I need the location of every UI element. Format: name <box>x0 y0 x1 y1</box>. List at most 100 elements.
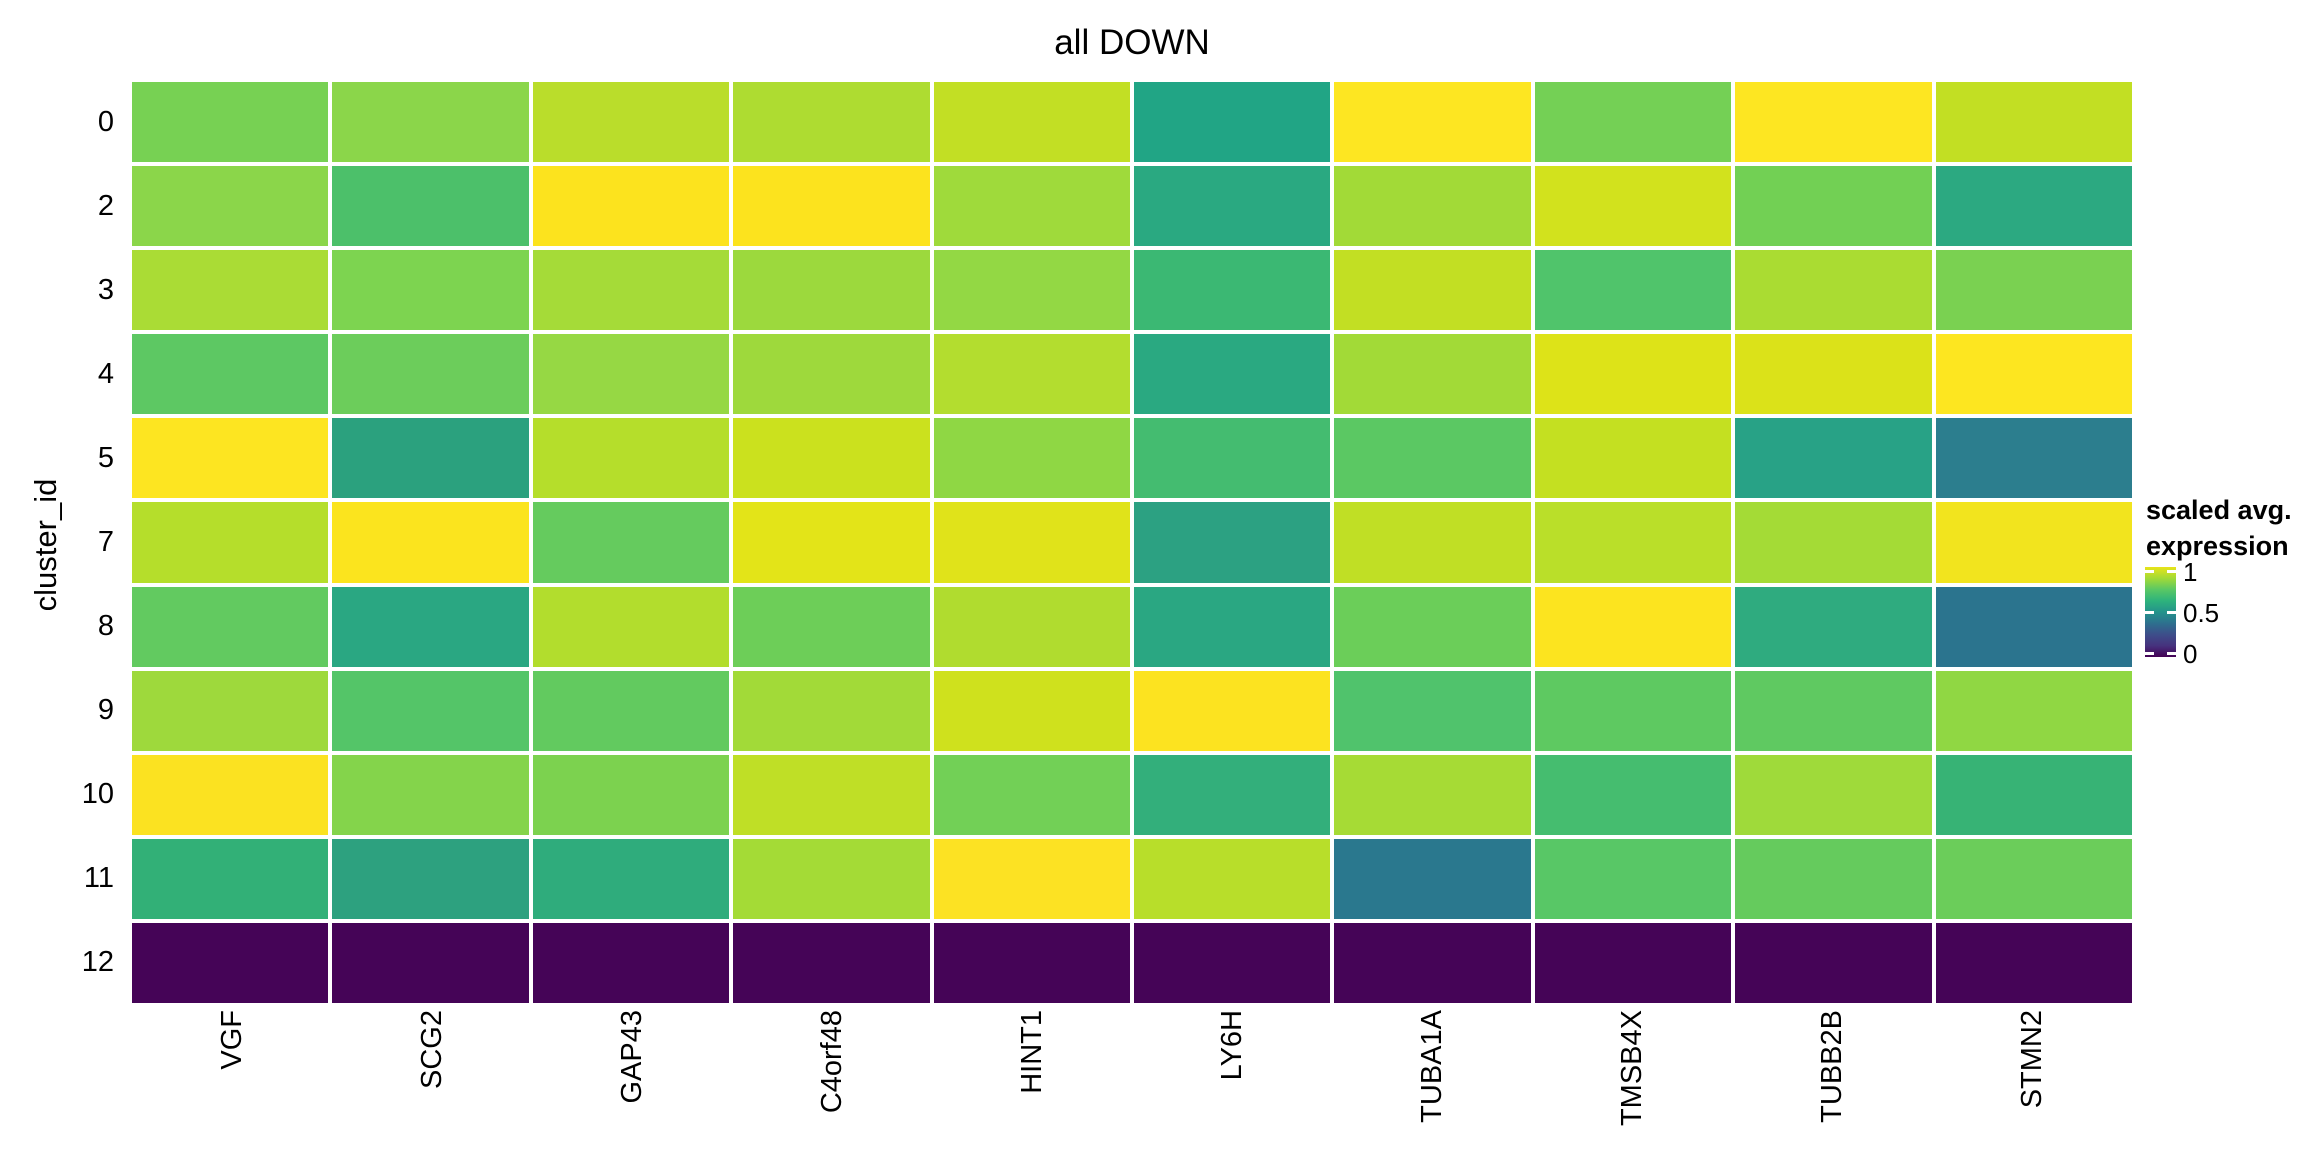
legend: scaled avg. expression 1 0.5 0 <box>2140 490 2304 690</box>
heatmap-cell <box>132 250 329 331</box>
heatmap-cell <box>1334 82 1531 163</box>
legend-title-line1: scaled avg. <box>2146 495 2292 525</box>
heatmap-cell <box>532 670 730 751</box>
heatmap-cell <box>1334 586 1531 667</box>
heatmap-cell <box>1133 418 1331 499</box>
heatmap-cell <box>1334 250 1531 331</box>
heatmap-cell <box>733 754 930 835</box>
heatmap-cell <box>532 838 730 919</box>
heatmap-cell <box>1735 838 1932 919</box>
heatmap-cell <box>933 586 1130 667</box>
heatmap-cell <box>733 922 930 1003</box>
legend-tick-label: 1 <box>2183 557 2198 587</box>
heatmap-cell <box>1334 754 1531 835</box>
heatmap-cell <box>1534 670 1732 751</box>
x-tick-label: GAP43 <box>616 1010 648 1104</box>
heatmap-cell <box>1334 166 1531 247</box>
heatmap-cell <box>1935 922 2132 1003</box>
heatmap-cell <box>1935 250 2132 331</box>
heatmap-cell <box>132 418 329 499</box>
heatmap-cell <box>1735 586 1932 667</box>
heatmap-cell <box>1133 670 1331 751</box>
heatmap-cell <box>332 586 529 667</box>
heatmap-cell <box>1133 754 1331 835</box>
heatmap-cell <box>532 502 730 583</box>
heatmap-cell <box>1935 166 2132 247</box>
heatmap-cell <box>933 502 1130 583</box>
heatmap-grid <box>132 82 2132 1003</box>
heatmap-cell <box>1534 754 1732 835</box>
heatmap-cell <box>933 250 1130 331</box>
heatmap-cell <box>1334 418 1531 499</box>
y-tick-label: 8 <box>97 610 114 643</box>
heatmap-cell <box>1133 166 1331 247</box>
heatmap-cell <box>1534 922 1732 1003</box>
heatmap-cell <box>933 334 1130 415</box>
heatmap-cell <box>1534 334 1732 415</box>
legend-title-line2: expression <box>2146 531 2289 561</box>
legend-tick-label: 0.5 <box>2183 598 2220 628</box>
heatmap-cell <box>532 754 730 835</box>
legend-tick-mark <box>2167 570 2176 573</box>
heatmap-cell <box>1133 838 1331 919</box>
heatmap-cell <box>933 754 1130 835</box>
heatmap-cell <box>532 82 730 163</box>
heatmap-cell <box>933 82 1130 163</box>
legend-tick-mark <box>2145 570 2154 573</box>
x-tick-label: SCG2 <box>416 1010 448 1089</box>
heatmap-cell <box>1534 838 1732 919</box>
legend-tick-mark <box>2145 611 2154 614</box>
y-tick-label: 3 <box>97 273 114 306</box>
heatmap-cell <box>132 166 329 247</box>
heatmap-cell <box>1133 334 1331 415</box>
heatmap-cell <box>733 502 930 583</box>
heatmap-cell <box>332 250 529 331</box>
heatmap-cell <box>1334 838 1531 919</box>
heatmap-cell <box>1534 166 1732 247</box>
y-axis-tick-labels: 0 2 3 4 5 7 8 9 10 11 12 <box>0 82 116 1003</box>
heatmap-cell <box>733 334 930 415</box>
heatmap-cell <box>132 838 329 919</box>
heatmap-cell <box>1935 754 2132 835</box>
heatmap-cell <box>1735 922 1932 1003</box>
heatmap-cell <box>733 838 930 919</box>
legend-tick-mark <box>2145 652 2154 655</box>
heatmap-cell <box>933 922 1130 1003</box>
x-tick-label: TUBB2B <box>1816 1010 1848 1123</box>
y-tick-label: 0 <box>97 105 114 138</box>
heatmap-cell <box>733 418 930 499</box>
x-tick-label: HINT1 <box>1016 1010 1048 1094</box>
heatmap-cell <box>1735 250 1932 331</box>
heatmap-cell <box>1735 754 1932 835</box>
heatmap-cell <box>132 754 329 835</box>
heatmap-cell <box>532 334 730 415</box>
x-tick-label: TMSB4X <box>1616 1010 1648 1127</box>
heatmap-cell <box>1935 838 2132 919</box>
heatmap-cell <box>1334 922 1531 1003</box>
heatmap-cell <box>132 586 329 667</box>
heatmap-cell <box>132 502 329 583</box>
heatmap-cell <box>1534 586 1732 667</box>
heatmap-cell <box>532 418 730 499</box>
x-tick-label: LY6H <box>1216 1010 1248 1081</box>
y-tick-label: 10 <box>81 778 114 811</box>
heatmap-cell <box>1133 82 1331 163</box>
y-tick-label: 2 <box>97 189 114 222</box>
y-tick-label: 11 <box>83 862 114 895</box>
heatmap-cell <box>733 250 930 331</box>
heatmap-cell <box>1935 82 2132 163</box>
heatmap-cell <box>1735 502 1932 583</box>
heatmap-cell <box>733 166 930 247</box>
heatmap-cell <box>933 418 1130 499</box>
heatmap-cell <box>332 334 529 415</box>
heatmap-cell <box>1935 418 2132 499</box>
legend-tick-label: 0 <box>2183 639 2198 669</box>
heatmap-cell <box>733 82 930 163</box>
heatmap-cell <box>1935 670 2132 751</box>
heatmap-cell <box>1133 586 1331 667</box>
heatmap-cell <box>532 922 730 1003</box>
heatmap-cell <box>1935 586 2132 667</box>
x-tick-label: VGF <box>216 1010 248 1070</box>
heatmap-cell <box>933 670 1130 751</box>
